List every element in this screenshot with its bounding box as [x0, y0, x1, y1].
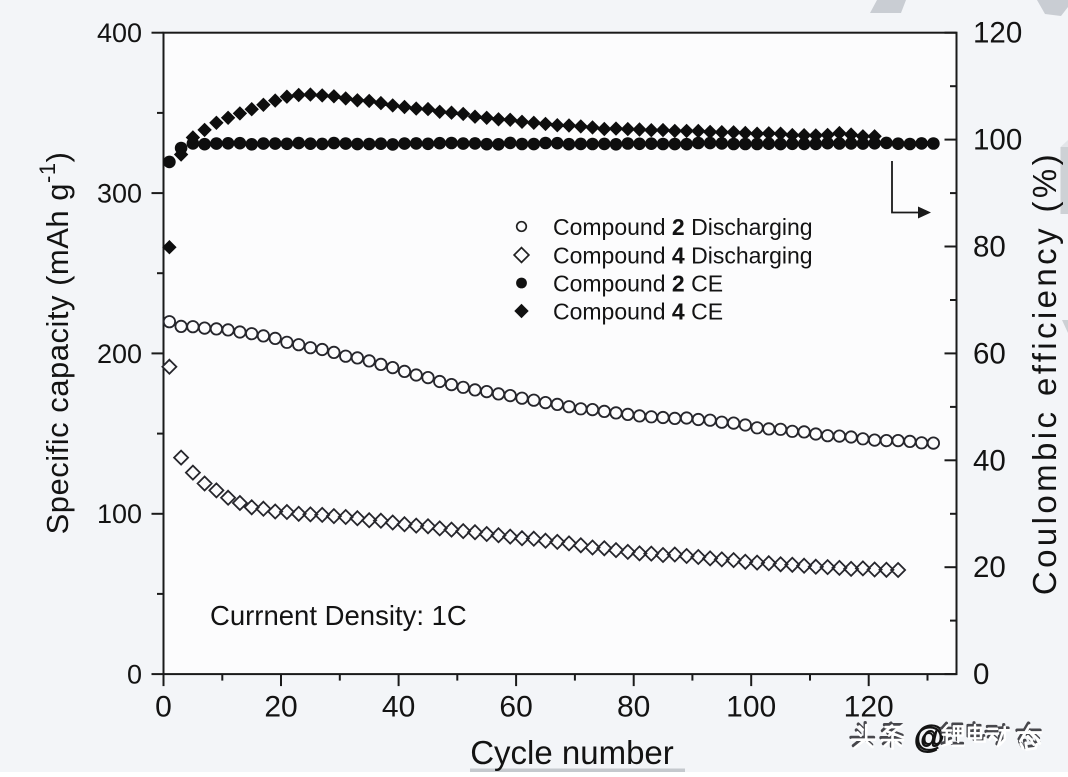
- svg-text:40: 40: [382, 691, 415, 724]
- svg-text:100: 100: [973, 124, 1022, 157]
- svg-text:400: 400: [97, 18, 142, 48]
- svg-text:Cycle number: Cycle number: [470, 734, 674, 771]
- svg-text:80: 80: [973, 231, 1006, 264]
- svg-text:Compound 2 CE: Compound 2 CE: [553, 270, 723, 296]
- svg-text:200: 200: [97, 339, 142, 369]
- svg-text:0: 0: [155, 691, 172, 724]
- svg-text:80: 80: [617, 691, 650, 724]
- svg-text:120: 120: [844, 691, 894, 724]
- svg-text:20: 20: [264, 691, 297, 724]
- svg-text:60: 60: [499, 691, 532, 724]
- svg-text:Coulombic efficiency (%): Coulombic efficiency (%): [1026, 151, 1063, 595]
- svg-text:0: 0: [973, 658, 989, 691]
- svg-text:Currnent Density: 1C: Currnent Density: 1C: [210, 600, 467, 631]
- svg-text:40: 40: [973, 444, 1006, 477]
- svg-text:300: 300: [97, 179, 142, 209]
- svg-text:Compound 4 CE: Compound 4 CE: [553, 298, 723, 324]
- svg-text:Compound 4 Discharging: Compound 4 Discharging: [553, 242, 813, 268]
- svg-text:60: 60: [973, 337, 1006, 370]
- svg-text:100: 100: [97, 499, 142, 529]
- svg-text:Specific capacity (mAh g-1): Specific capacity (mAh g-1): [35, 152, 75, 535]
- svg-text:20: 20: [973, 551, 1006, 584]
- svg-text:@: @: [915, 718, 945, 753]
- svg-text:0: 0: [127, 660, 142, 690]
- svg-text:100: 100: [726, 691, 776, 724]
- svg-text:Compound 2 Discharging: Compound 2 Discharging: [553, 214, 813, 240]
- svg-text:120: 120: [973, 17, 1022, 50]
